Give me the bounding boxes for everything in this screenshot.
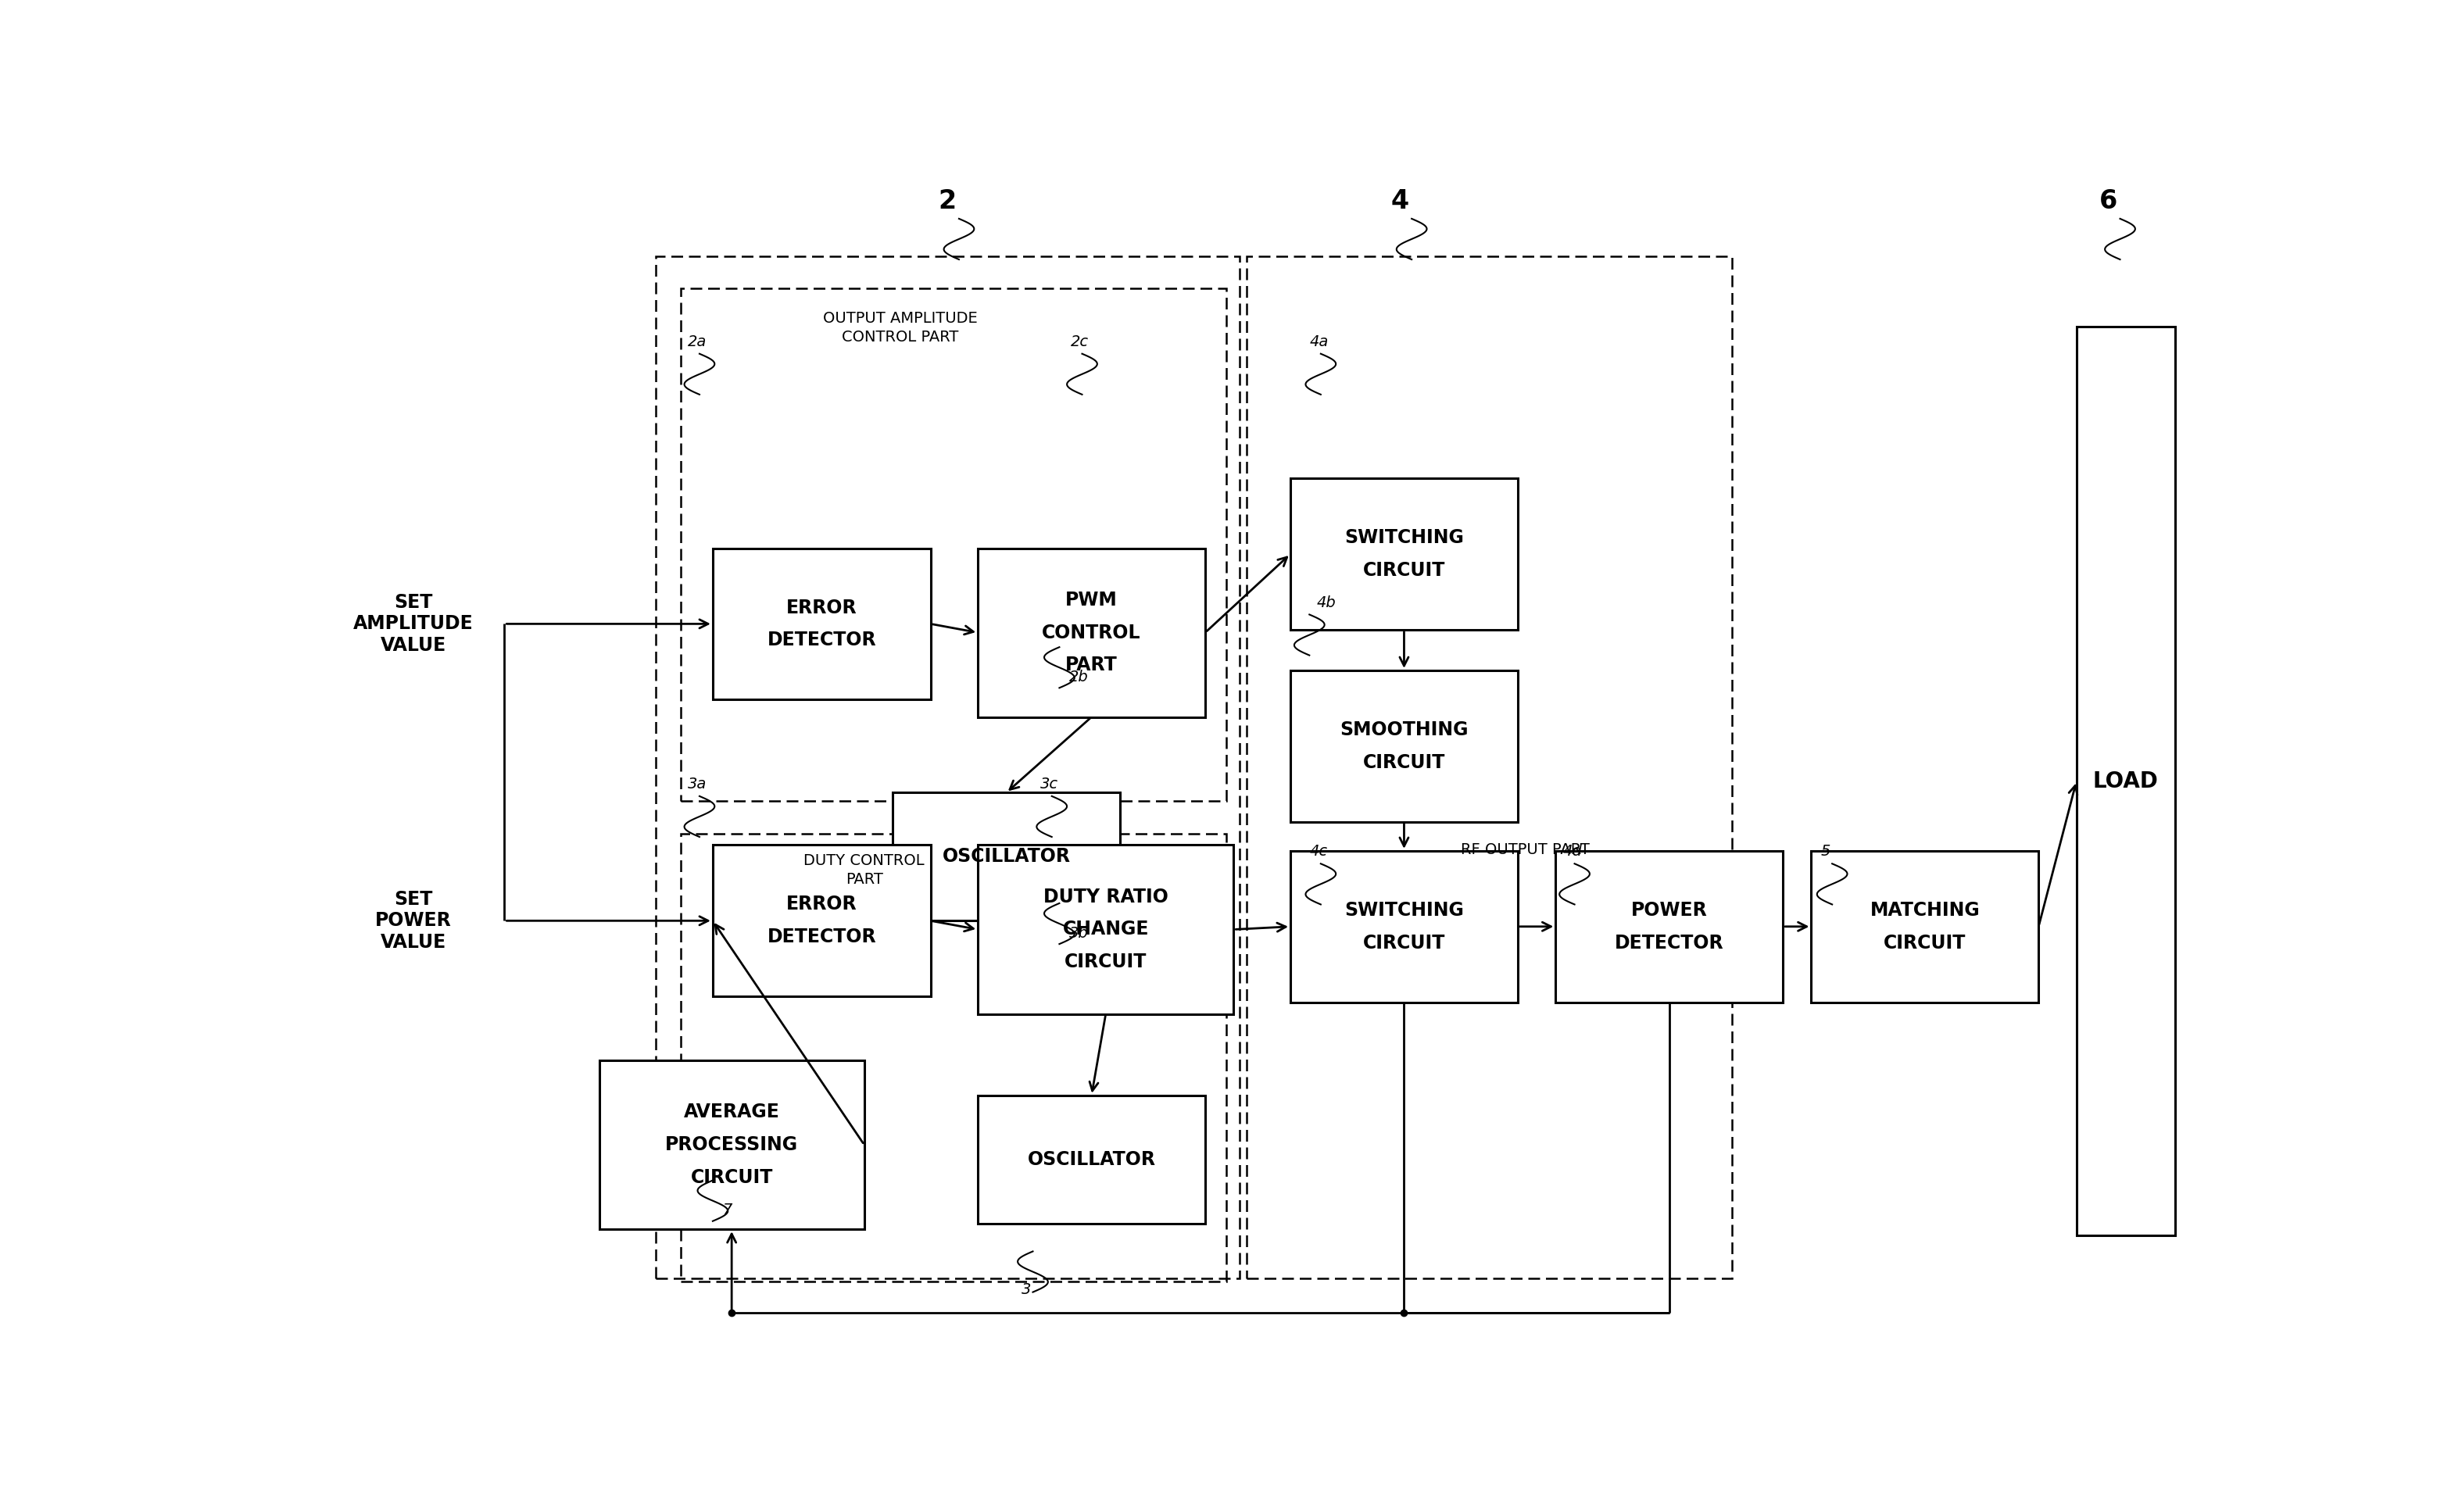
Text: CONTROL: CONTROL xyxy=(1041,623,1141,643)
Text: SWITCHING: SWITCHING xyxy=(1344,901,1464,919)
Text: CIRCUIT: CIRCUIT xyxy=(1364,561,1444,579)
Text: CIRCUIT: CIRCUIT xyxy=(1364,753,1444,771)
Text: DETECTOR: DETECTOR xyxy=(1615,933,1723,953)
Bar xyxy=(679,289,1227,801)
Bar xyxy=(679,833,1227,1282)
Text: 4: 4 xyxy=(1391,189,1410,215)
Text: 4c: 4c xyxy=(1310,844,1327,859)
Text: 4b: 4b xyxy=(1317,596,1337,609)
Text: OSCILLATOR: OSCILLATOR xyxy=(943,847,1070,866)
Text: SET
POWER
VALUE: SET POWER VALUE xyxy=(376,889,452,953)
Text: SET
AMPLITUDE
VALUE: SET AMPLITUDE VALUE xyxy=(354,593,474,655)
Text: CIRCUIT: CIRCUIT xyxy=(692,1169,772,1187)
Text: SMOOTHING: SMOOTHING xyxy=(1339,720,1469,739)
Text: 2a: 2a xyxy=(689,334,706,349)
Text: SWITCHING: SWITCHING xyxy=(1344,528,1464,547)
Text: 5: 5 xyxy=(1821,844,1831,859)
Bar xyxy=(714,845,931,996)
Bar xyxy=(1290,851,1518,1002)
Bar xyxy=(1290,478,1518,629)
Text: 6: 6 xyxy=(2099,189,2119,215)
Bar xyxy=(978,1095,1205,1223)
Text: PART: PART xyxy=(1066,656,1117,674)
Text: MATCHING: MATCHING xyxy=(1870,901,1980,919)
Text: DUTY RATIO: DUTY RATIO xyxy=(1044,888,1168,906)
Bar xyxy=(978,549,1205,717)
Bar xyxy=(1557,851,1784,1002)
Text: 2: 2 xyxy=(938,189,956,215)
Text: CHANGE: CHANGE xyxy=(1063,921,1149,939)
Text: OUTPUT AMPLITUDE: OUTPUT AMPLITUDE xyxy=(824,311,978,325)
Text: ERROR: ERROR xyxy=(787,599,858,617)
Text: CIRCUIT: CIRCUIT xyxy=(1884,933,1965,953)
Text: 4a: 4a xyxy=(1310,334,1330,349)
Text: 4d: 4d xyxy=(1564,844,1584,859)
Text: DUTY CONTROL: DUTY CONTROL xyxy=(804,853,924,868)
Text: ERROR: ERROR xyxy=(787,895,858,913)
Text: 3c: 3c xyxy=(1041,777,1058,791)
Text: 3a: 3a xyxy=(689,777,706,791)
Bar xyxy=(714,549,931,700)
Bar xyxy=(1246,256,1733,1278)
Bar xyxy=(655,256,1239,1278)
Text: CIRCUIT: CIRCUIT xyxy=(1066,953,1146,971)
Text: PWM: PWM xyxy=(1066,591,1117,609)
Bar xyxy=(1811,851,2038,1002)
Bar xyxy=(2077,327,2175,1235)
Bar xyxy=(599,1060,865,1229)
Text: DETECTOR: DETECTOR xyxy=(767,631,877,650)
Text: PART: PART xyxy=(846,872,882,888)
Text: POWER: POWER xyxy=(1630,901,1708,919)
Text: CONTROL PART: CONTROL PART xyxy=(841,330,958,345)
Text: OSCILLATOR: OSCILLATOR xyxy=(1026,1151,1156,1169)
Bar xyxy=(978,845,1234,1015)
Bar xyxy=(1290,670,1518,821)
Text: RF OUTPUT PART: RF OUTPUT PART xyxy=(1462,842,1589,857)
Text: 2b: 2b xyxy=(1068,670,1088,685)
Text: DETECTOR: DETECTOR xyxy=(767,928,877,947)
Text: CIRCUIT: CIRCUIT xyxy=(1364,933,1444,953)
Text: 3b: 3b xyxy=(1068,925,1088,940)
Text: 2c: 2c xyxy=(1070,334,1088,349)
Text: LOAD: LOAD xyxy=(2092,770,2158,792)
Bar xyxy=(892,792,1119,921)
Text: 7: 7 xyxy=(723,1202,731,1217)
Text: PROCESSING: PROCESSING xyxy=(665,1136,799,1154)
Text: AVERAGE: AVERAGE xyxy=(684,1102,780,1122)
Text: 3: 3 xyxy=(1022,1282,1031,1297)
